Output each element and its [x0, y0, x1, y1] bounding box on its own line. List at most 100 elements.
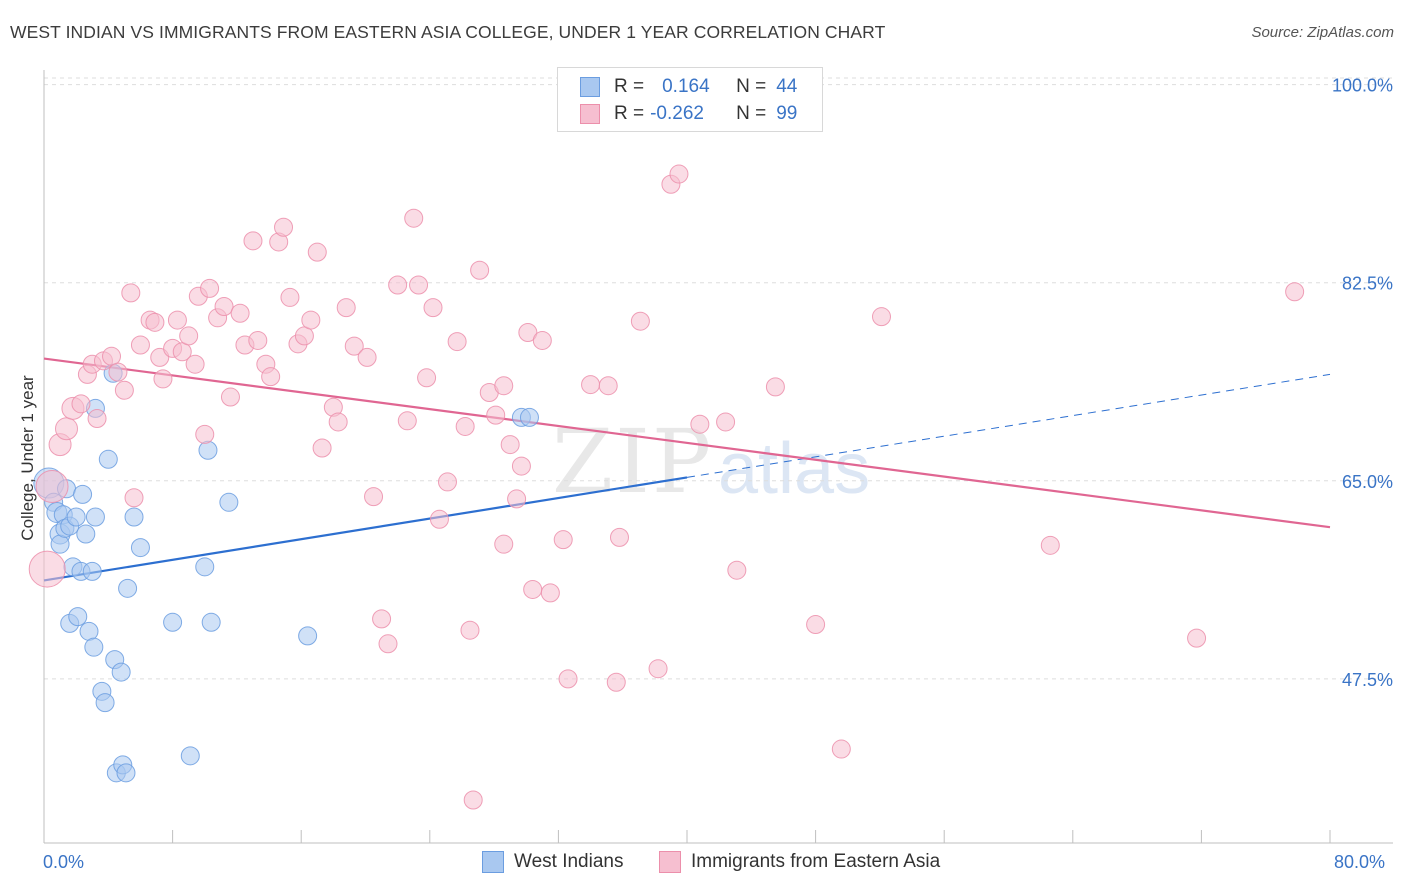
- point-eastern-asia: [494, 376, 514, 396]
- point-eastern-asia: [455, 416, 475, 436]
- point-eastern-asia: [71, 394, 91, 414]
- point-eastern-asia: [523, 579, 543, 599]
- legend-swatch-blue: [482, 851, 504, 873]
- point-eastern-asia: [409, 275, 429, 295]
- point-west-indians: [50, 534, 70, 554]
- point-eastern-asia: [200, 278, 220, 298]
- trend-line-eastern-asia: [43, 357, 1331, 529]
- trend-line-west-indians: [43, 476, 688, 582]
- point-eastern-asia: [630, 311, 650, 331]
- n-label: N =: [736, 103, 767, 124]
- point-west-indians: [85, 507, 105, 527]
- point-eastern-asia: [1040, 535, 1060, 555]
- legend-label: Immigrants from Eastern Asia: [691, 851, 941, 872]
- point-eastern-asia: [460, 620, 480, 640]
- x-axis-max-label: 80.0%: [1334, 852, 1386, 872]
- point-eastern-asia: [243, 231, 263, 251]
- point-eastern-asia: [357, 347, 377, 367]
- point-eastern-asia: [261, 367, 281, 387]
- trend-line-west-indians-extension: [686, 373, 1331, 478]
- point-eastern-asia: [336, 298, 356, 318]
- stats-legend-row-eastern-asia: R = -0.262 N = 99: [580, 101, 797, 127]
- source-label: Source: ZipAtlas.com: [1251, 24, 1394, 41]
- point-eastern-asia: [108, 362, 128, 382]
- point-west-indians: [66, 507, 86, 527]
- r-label: R =: [614, 76, 645, 97]
- point-eastern-asia: [121, 283, 141, 303]
- point-eastern-asia: [35, 469, 69, 503]
- point-west-indians: [68, 607, 88, 627]
- point-eastern-asia: [727, 560, 747, 580]
- point-eastern-asia: [328, 412, 348, 432]
- grid: [44, 77, 1393, 680]
- point-eastern-asia: [195, 424, 215, 444]
- point-eastern-asia: [598, 376, 618, 396]
- point-west-indians: [298, 626, 318, 646]
- point-eastern-asia: [404, 208, 424, 228]
- point-eastern-asia: [378, 634, 398, 654]
- legend-item-eastern-asia[interactable]: Immigrants from Eastern Asia: [659, 851, 940, 873]
- point-west-indians: [95, 693, 115, 713]
- point-eastern-asia: [423, 298, 443, 318]
- point-west-indians: [73, 484, 93, 504]
- point-west-indians: [163, 612, 183, 632]
- point-eastern-asia: [28, 550, 66, 588]
- point-eastern-asia: [114, 380, 134, 400]
- point-eastern-asia: [248, 330, 268, 350]
- point-west-indians: [201, 612, 221, 632]
- point-west-indians: [118, 578, 138, 598]
- point-eastern-asia: [124, 488, 144, 508]
- r-value: 0.164: [662, 76, 710, 97]
- point-eastern-asia: [153, 369, 173, 389]
- y-tick-label: 100.0%: [1332, 76, 1393, 96]
- stats-legend-row-west-indians: R = 0.164 N = 44: [580, 74, 797, 100]
- legend-item-west-indians[interactable]: West Indians: [482, 851, 623, 873]
- point-eastern-asia: [486, 405, 506, 425]
- point-eastern-asia: [344, 336, 364, 356]
- point-eastern-asia: [388, 275, 408, 295]
- axes: [43, 70, 1393, 844]
- point-west-indians: [130, 538, 150, 558]
- point-west-indians: [76, 524, 96, 544]
- point-eastern-asia: [447, 332, 467, 352]
- point-west-indians: [519, 407, 539, 427]
- point-eastern-asia: [494, 534, 514, 554]
- trend-lines: [43, 357, 1331, 582]
- point-eastern-asia: [397, 411, 417, 431]
- watermark-atlas: atlas: [718, 429, 871, 509]
- y-axis-label: College, Under 1 year: [18, 375, 37, 541]
- n-label: N =: [736, 76, 767, 97]
- n-value: 44: [776, 76, 798, 97]
- point-eastern-asia: [294, 326, 314, 346]
- point-eastern-asia: [463, 790, 483, 810]
- point-eastern-asia: [150, 347, 170, 367]
- point-eastern-asia: [364, 487, 384, 507]
- point-eastern-asia: [872, 307, 892, 327]
- point-eastern-asia: [690, 414, 710, 434]
- legend-swatch-pink: [659, 851, 681, 873]
- point-eastern-asia: [179, 326, 199, 346]
- legend-swatch-blue: [580, 77, 600, 97]
- point-eastern-asia: [87, 409, 107, 429]
- point-eastern-asia: [806, 615, 826, 635]
- legend-swatch-pink: [580, 104, 600, 124]
- point-west-indians: [98, 449, 118, 469]
- point-eastern-asia: [372, 609, 392, 629]
- point-eastern-asia: [417, 368, 437, 388]
- legend-label: West Indians: [514, 851, 624, 872]
- point-eastern-asia: [307, 242, 327, 262]
- point-west-indians: [116, 763, 136, 783]
- point-eastern-asia: [532, 330, 552, 350]
- data-points: [28, 164, 1305, 810]
- point-eastern-asia: [540, 583, 560, 603]
- stats-legend: R = 0.164 N = 44 R = -0.262 N = 99: [557, 67, 823, 132]
- point-eastern-asia: [511, 456, 531, 476]
- point-eastern-asia: [831, 739, 851, 759]
- point-eastern-asia: [581, 375, 601, 395]
- point-eastern-asia: [280, 287, 300, 307]
- point-eastern-asia: [606, 672, 626, 692]
- point-west-indians: [111, 662, 131, 682]
- point-eastern-asia: [470, 260, 490, 280]
- point-west-indians: [195, 557, 215, 577]
